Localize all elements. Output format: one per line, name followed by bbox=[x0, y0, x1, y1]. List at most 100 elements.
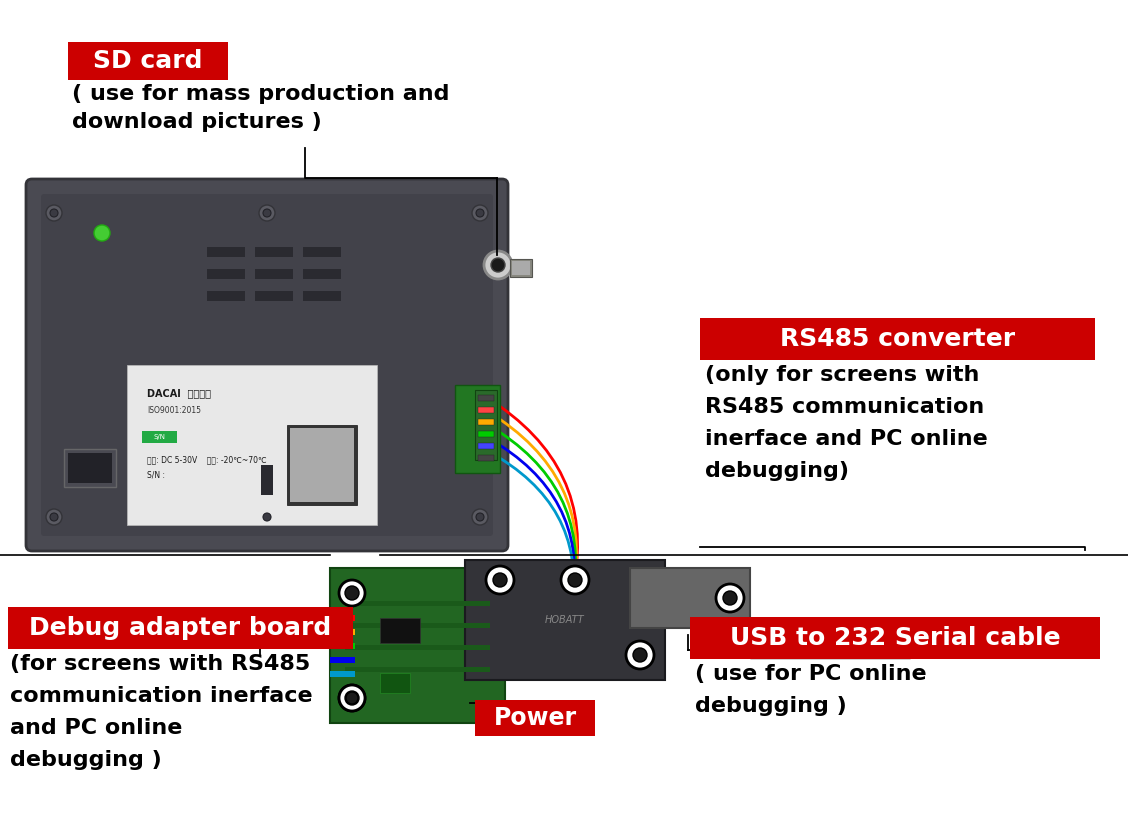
Circle shape bbox=[716, 584, 744, 612]
Bar bbox=[8, 607, 353, 649]
Bar bbox=[475, 700, 594, 736]
Bar bbox=[255, 269, 293, 279]
Circle shape bbox=[723, 591, 737, 605]
Bar bbox=[465, 560, 666, 680]
Circle shape bbox=[263, 209, 271, 217]
Text: Power: Power bbox=[493, 706, 576, 730]
Circle shape bbox=[345, 586, 359, 600]
Text: RS485 converter: RS485 converter bbox=[779, 327, 1015, 351]
Bar bbox=[68, 453, 112, 483]
Bar bbox=[64, 449, 116, 487]
Bar bbox=[475, 390, 497, 460]
Bar bbox=[478, 443, 494, 449]
Circle shape bbox=[50, 209, 58, 217]
Text: inerface and PC online: inerface and PC online bbox=[705, 429, 988, 449]
Bar bbox=[208, 247, 245, 257]
Text: ( use for PC online: ( use for PC online bbox=[695, 664, 926, 684]
Circle shape bbox=[476, 513, 484, 521]
Circle shape bbox=[50, 513, 58, 521]
Text: LAN: LAN bbox=[67, 467, 87, 477]
Circle shape bbox=[493, 573, 506, 587]
Bar bbox=[303, 247, 341, 257]
Circle shape bbox=[633, 648, 647, 662]
Bar bbox=[478, 455, 494, 461]
Bar bbox=[331, 671, 355, 677]
Text: debugging ): debugging ) bbox=[695, 696, 847, 716]
Circle shape bbox=[46, 509, 62, 525]
Bar bbox=[255, 247, 293, 257]
Bar bbox=[478, 431, 494, 437]
Bar bbox=[510, 259, 532, 277]
Bar bbox=[142, 431, 177, 443]
Bar bbox=[750, 618, 910, 658]
Text: RS485 communication: RS485 communication bbox=[705, 397, 985, 417]
Circle shape bbox=[263, 513, 271, 521]
Bar bbox=[380, 673, 409, 693]
Circle shape bbox=[346, 692, 358, 704]
Circle shape bbox=[476, 209, 484, 217]
Text: DACAI  大彩科技: DACAI 大彩科技 bbox=[147, 388, 211, 398]
Text: Debug adapter board: Debug adapter board bbox=[29, 616, 332, 640]
Circle shape bbox=[259, 509, 275, 525]
Bar bbox=[380, 618, 420, 643]
Circle shape bbox=[340, 580, 365, 606]
Text: communication inerface: communication inerface bbox=[10, 686, 312, 706]
Text: debugging ): debugging ) bbox=[10, 750, 161, 770]
Circle shape bbox=[472, 509, 488, 525]
Bar bbox=[331, 629, 355, 635]
Text: ( use for mass production and: ( use for mass production and bbox=[72, 84, 449, 104]
Text: debugging): debugging) bbox=[705, 461, 849, 481]
Bar bbox=[331, 657, 355, 663]
Text: USB to 232 Serial cable: USB to 232 Serial cable bbox=[730, 626, 1060, 650]
Circle shape bbox=[561, 566, 589, 594]
Bar bbox=[290, 428, 354, 502]
Bar bbox=[303, 291, 341, 301]
FancyBboxPatch shape bbox=[41, 194, 493, 536]
Bar bbox=[208, 269, 245, 279]
Circle shape bbox=[472, 205, 488, 221]
Circle shape bbox=[491, 258, 505, 272]
Bar bbox=[261, 465, 273, 495]
Bar bbox=[690, 617, 1100, 659]
Bar bbox=[127, 365, 377, 525]
Bar bbox=[331, 568, 505, 723]
Text: S/N :: S/N : bbox=[147, 470, 165, 480]
Bar bbox=[700, 318, 1095, 360]
Bar bbox=[345, 645, 490, 650]
Circle shape bbox=[259, 205, 275, 221]
Circle shape bbox=[569, 573, 582, 587]
Bar bbox=[331, 615, 355, 621]
Circle shape bbox=[626, 641, 654, 669]
Bar bbox=[208, 291, 245, 301]
Text: S/N: S/N bbox=[153, 434, 165, 440]
Bar bbox=[345, 623, 490, 628]
Bar bbox=[631, 568, 750, 628]
FancyBboxPatch shape bbox=[26, 179, 508, 551]
Text: SD card: SD card bbox=[94, 49, 203, 73]
Bar bbox=[303, 269, 341, 279]
Circle shape bbox=[340, 685, 365, 711]
Text: and PC online: and PC online bbox=[10, 718, 183, 738]
Circle shape bbox=[46, 205, 62, 221]
Text: (only for screens with: (only for screens with bbox=[705, 365, 979, 385]
Bar bbox=[478, 419, 494, 425]
Bar bbox=[345, 667, 490, 672]
Circle shape bbox=[486, 566, 514, 594]
Bar bbox=[478, 395, 494, 401]
Circle shape bbox=[340, 685, 365, 711]
Text: (for screens with RS485: (for screens with RS485 bbox=[10, 654, 310, 674]
Text: 电压: DC 5-30V    环温: -20℃~70℃: 电压: DC 5-30V 环温: -20℃~70℃ bbox=[147, 455, 266, 465]
Bar bbox=[455, 385, 500, 473]
Text: HOBATT: HOBATT bbox=[545, 615, 584, 625]
Text: ISO9001:2015: ISO9001:2015 bbox=[147, 405, 201, 414]
Bar bbox=[255, 291, 293, 301]
Bar bbox=[68, 42, 228, 80]
Bar bbox=[345, 601, 490, 606]
Bar bbox=[478, 407, 494, 413]
Circle shape bbox=[94, 225, 111, 241]
Bar bbox=[331, 643, 355, 649]
Bar bbox=[287, 425, 356, 505]
Text: download pictures ): download pictures ) bbox=[72, 112, 321, 132]
Circle shape bbox=[345, 691, 359, 705]
Bar bbox=[512, 261, 530, 275]
